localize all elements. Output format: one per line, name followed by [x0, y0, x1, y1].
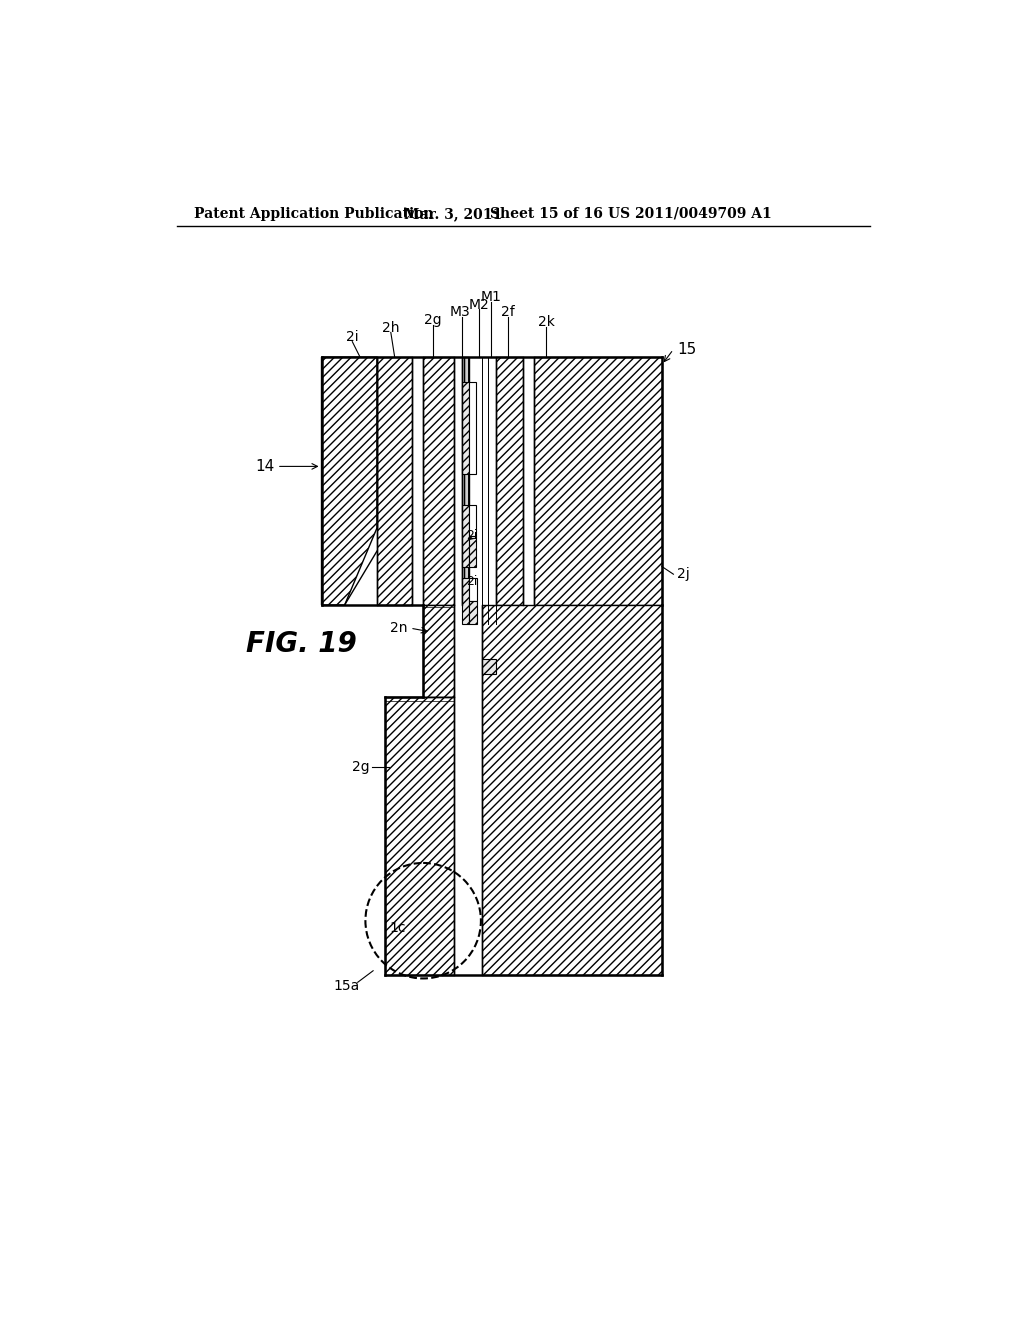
Text: 15a: 15a [333, 979, 359, 993]
Bar [469, 381, 475, 474]
Text: FIG. 19: FIG. 19 [246, 630, 356, 657]
Text: M3: M3 [450, 305, 470, 319]
Text: 2j: 2j [677, 568, 690, 581]
Text: 2i: 2i [466, 576, 477, 589]
Text: M2: M2 [468, 298, 489, 312]
Text: 2g: 2g [424, 313, 442, 327]
Bar [462, 358, 469, 605]
Bar [496, 358, 523, 605]
Text: Mar. 3, 2011: Mar. 3, 2011 [403, 207, 502, 220]
Polygon shape [322, 358, 377, 605]
Text: 2g: 2g [351, 760, 370, 774]
Text: 2k: 2k [538, 315, 555, 330]
Text: Patent Application Publication: Patent Application Publication [194, 207, 433, 220]
Text: 14: 14 [256, 459, 274, 474]
Text: 2i: 2i [466, 529, 477, 543]
Text: 2n: 2n [390, 622, 408, 635]
Text: 2i: 2i [346, 330, 358, 345]
Bar [462, 381, 469, 474]
Text: M1: M1 [480, 290, 502, 304]
Text: Sheet 15 of 16: Sheet 15 of 16 [490, 207, 603, 220]
Bar [469, 506, 475, 536]
Bar [469, 601, 477, 624]
Text: US 2011/0049709 A1: US 2011/0049709 A1 [608, 207, 772, 220]
Bar [385, 697, 454, 974]
Bar [462, 506, 469, 566]
Bar [423, 358, 454, 605]
Text: 15: 15 [677, 342, 696, 356]
Bar [535, 358, 662, 605]
Text: 2h: 2h [382, 321, 399, 335]
Bar [377, 358, 412, 605]
Bar [462, 578, 469, 624]
Bar [481, 659, 496, 675]
Text: 2f: 2f [501, 305, 515, 319]
Text: 1c: 1c [389, 921, 406, 936]
Bar [469, 578, 477, 601]
Bar [423, 605, 454, 697]
Bar [469, 536, 475, 566]
Bar [481, 605, 662, 974]
